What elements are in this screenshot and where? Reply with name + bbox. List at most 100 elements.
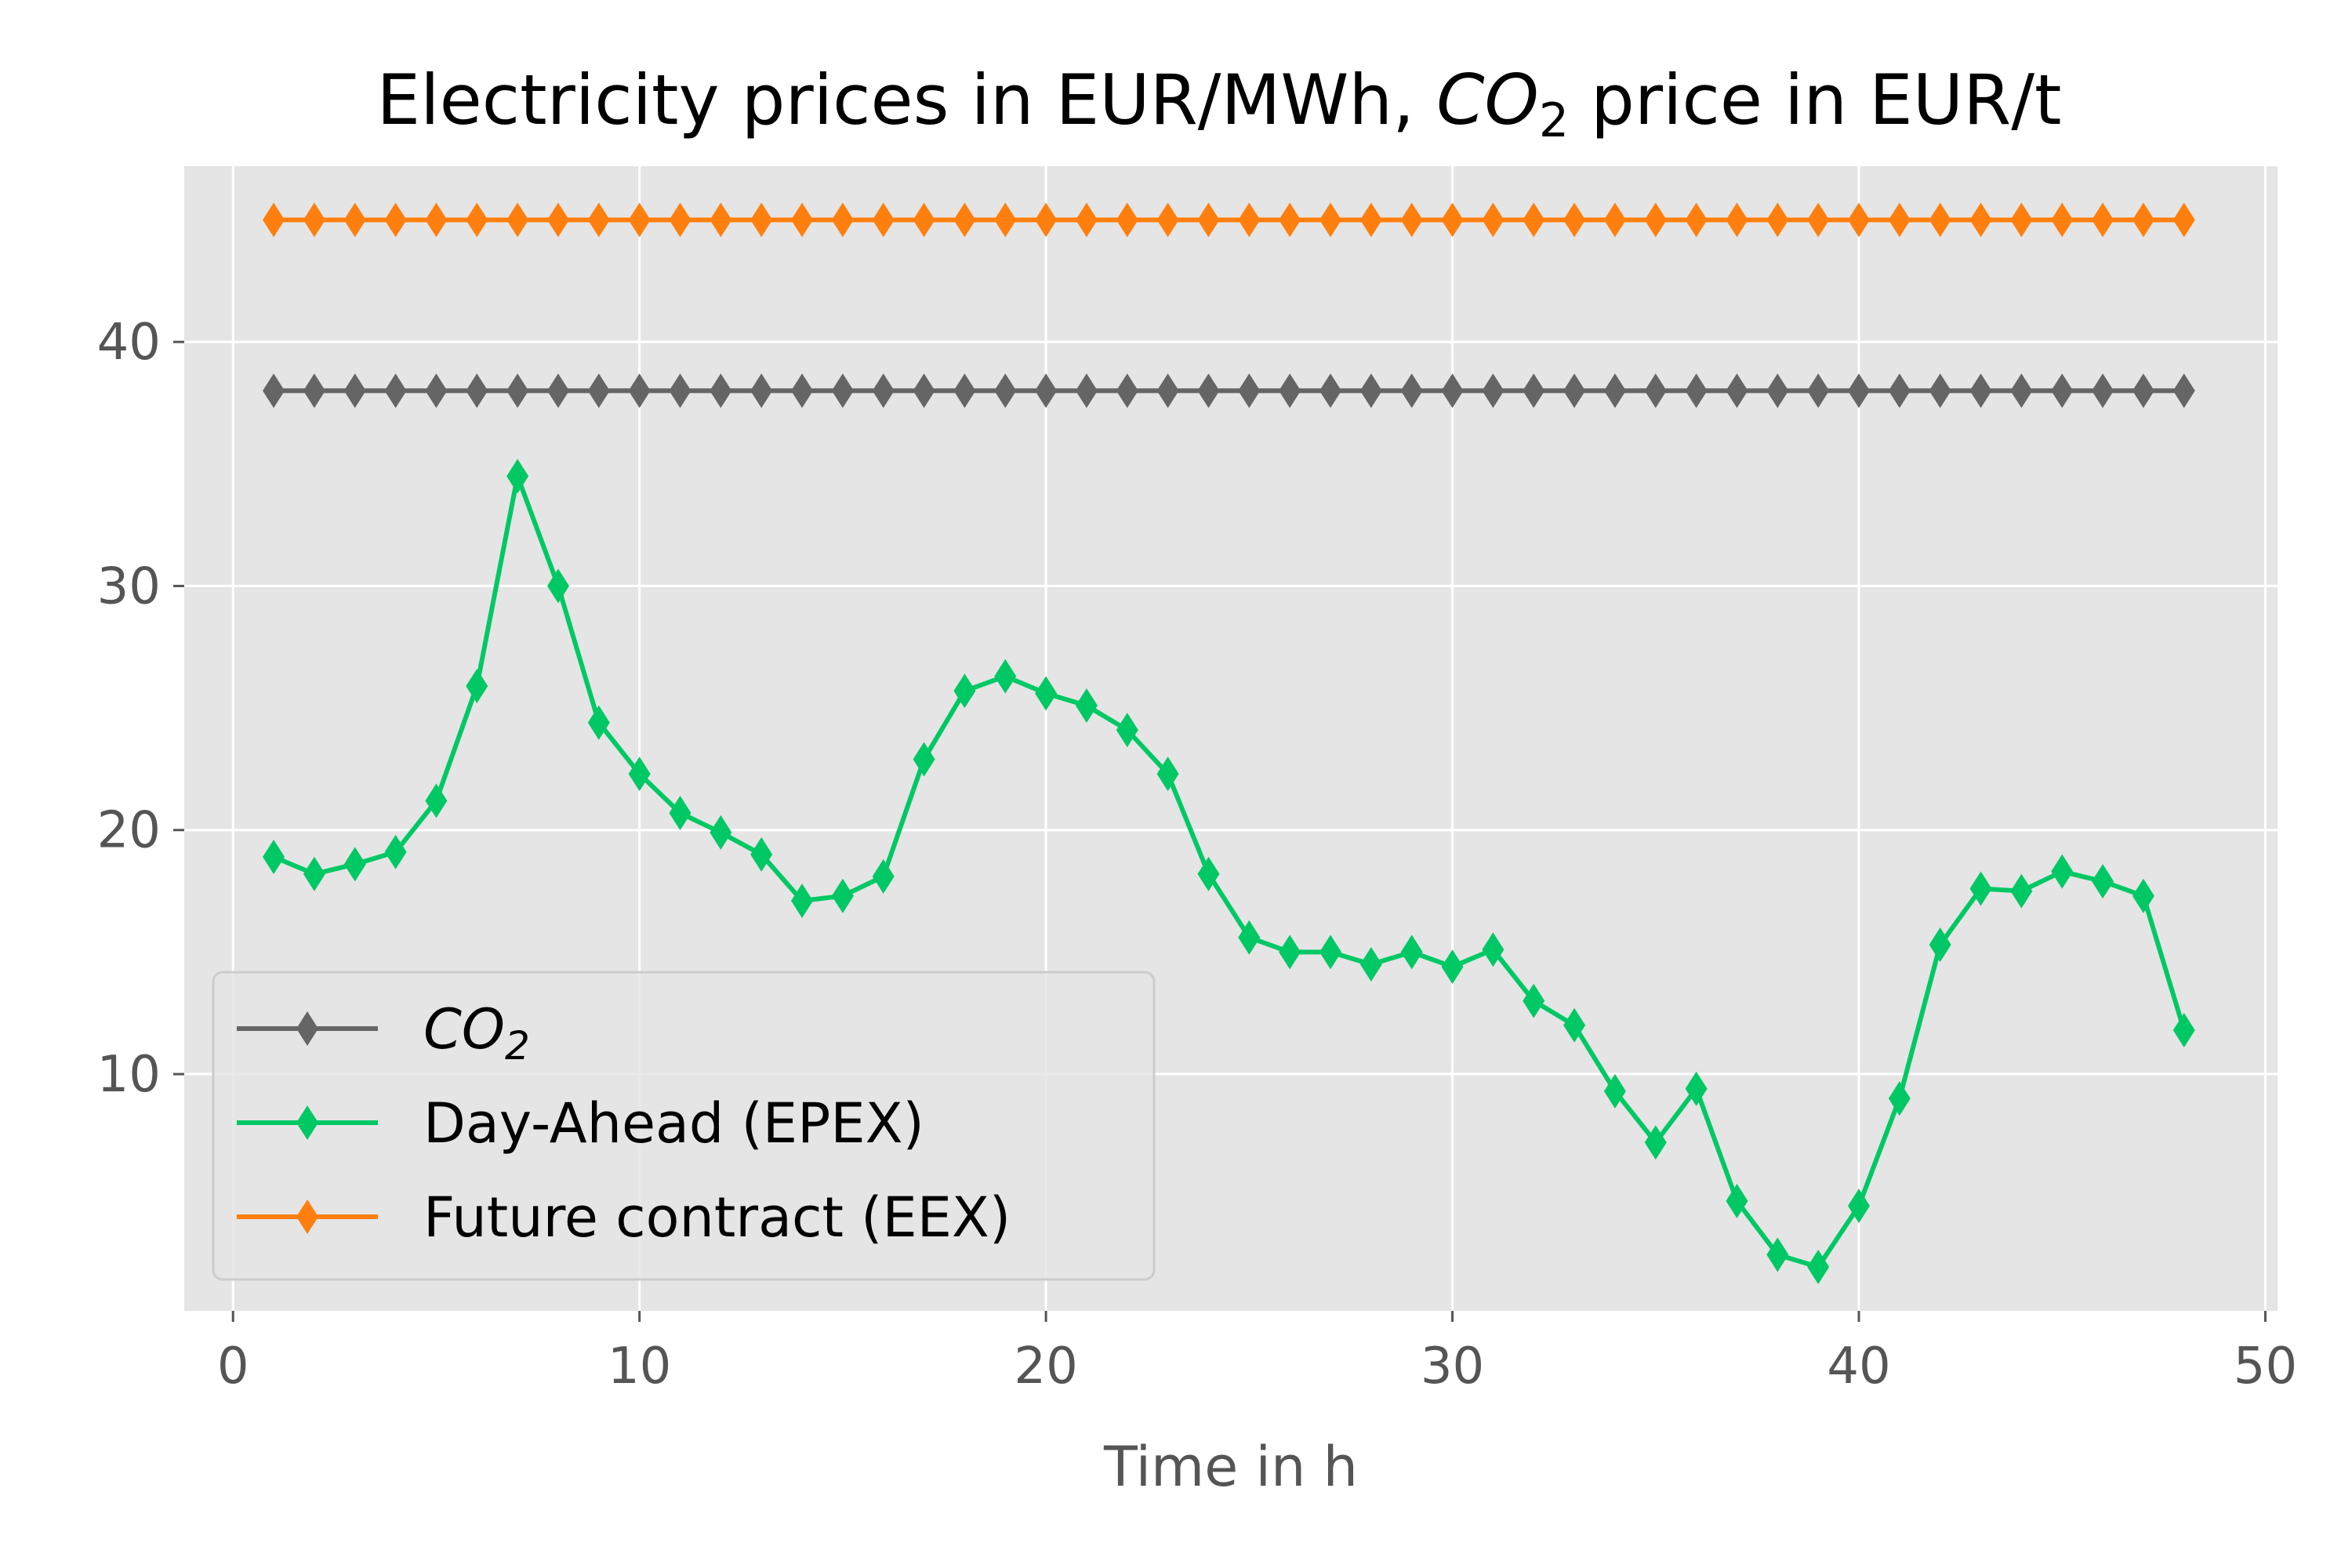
data-point-co2	[506, 373, 529, 408]
data-point-future	[1929, 202, 1951, 238]
data-point-day_ahead	[913, 742, 935, 777]
data-point-day_ahead	[1888, 1081, 1911, 1116]
data-point-future	[1238, 202, 1261, 238]
legend-label: Future contract (EEX)	[423, 1185, 1011, 1250]
x-tick-label: 30	[1421, 1338, 1484, 1396]
data-point-co2	[1279, 373, 1301, 408]
series-day_ahead	[263, 459, 2195, 1284]
data-point-co2	[1807, 373, 1830, 408]
data-point-co2	[2051, 373, 2074, 408]
y-tick-label: 20	[97, 802, 161, 860]
data-point-future	[1644, 202, 1667, 238]
data-point-co2	[1929, 373, 1951, 408]
data-point-co2	[1563, 373, 1586, 408]
title-co2-subscript: 2	[1539, 93, 1569, 148]
data-point-day_ahead	[466, 669, 488, 704]
data-point-day_ahead	[1116, 713, 1138, 748]
data-point-co2	[1685, 373, 1708, 408]
data-point-co2	[1035, 373, 1058, 408]
data-point-day_ahead	[1035, 676, 1058, 711]
data-point-future	[303, 202, 325, 238]
data-point-co2	[1523, 373, 1545, 408]
data-point-future	[791, 202, 814, 238]
data-point-future	[506, 202, 529, 238]
data-point-future	[1359, 202, 1382, 238]
data-point-future	[1279, 202, 1301, 238]
data-point-day_ahead	[2172, 1013, 2195, 1048]
data-point-co2	[2172, 373, 2195, 408]
x-tick-label: 0	[217, 1338, 249, 1396]
data-point-day_ahead	[546, 568, 569, 604]
data-point-future	[1766, 202, 1789, 238]
data-point-day_ahead	[1603, 1073, 1626, 1109]
legend-item-future: Future contract (EEX)	[237, 1185, 1011, 1250]
data-point-day_ahead	[1441, 949, 1464, 985]
data-point-co2	[994, 373, 1017, 408]
data-point-day_ahead	[953, 673, 976, 709]
data-point-co2	[1359, 373, 1382, 408]
legend-swatch-marker	[296, 1200, 318, 1234]
data-point-day_ahead	[303, 856, 325, 891]
data-point-co2	[587, 373, 610, 408]
data-point-future	[1848, 202, 1870, 238]
x-tick-label: 20	[1014, 1338, 1077, 1396]
data-point-future	[2051, 202, 2074, 238]
data-point-co2	[1603, 373, 1626, 408]
data-point-co2	[913, 373, 935, 408]
legend-swatch-marker	[296, 1011, 318, 1046]
data-point-future	[1319, 202, 1342, 238]
data-point-day_ahead	[1848, 1189, 1870, 1224]
data-point-day_ahead	[1726, 1183, 1748, 1218]
data-point-future	[343, 202, 366, 238]
data-point-future	[1685, 202, 1708, 238]
data-point-co2	[1319, 373, 1342, 408]
data-point-co2	[384, 373, 407, 408]
data-point-co2	[466, 373, 488, 408]
data-point-co2	[831, 373, 854, 408]
data-point-future	[2132, 202, 2154, 238]
x-tick-label: 10	[608, 1338, 671, 1396]
y-tick-label: 10	[97, 1046, 161, 1104]
data-point-day_ahead	[1644, 1125, 1667, 1160]
data-point-future	[669, 202, 691, 238]
data-point-day_ahead	[1523, 983, 1545, 1018]
data-point-future	[1523, 202, 1545, 238]
series-co2	[263, 373, 2195, 408]
data-point-future	[425, 202, 448, 238]
data-point-co2	[669, 373, 691, 408]
data-point-co2	[953, 373, 976, 408]
data-point-future	[750, 202, 773, 238]
data-point-co2	[343, 373, 366, 408]
data-point-co2	[1400, 373, 1423, 408]
series-layer	[263, 202, 2195, 1284]
data-point-day_ahead	[1685, 1071, 1708, 1106]
data-point-co2	[2010, 373, 2033, 408]
data-point-future	[263, 202, 285, 238]
data-point-day_ahead	[1807, 1249, 1830, 1284]
data-point-day_ahead	[506, 459, 529, 494]
legend-box	[212, 971, 1156, 1281]
data-point-co2	[1441, 373, 1464, 408]
data-point-day_ahead	[872, 858, 895, 894]
data-point-future	[953, 202, 976, 238]
axis-ticks: 0 10 20 30 40 50 10 20 30 40	[97, 314, 2298, 1396]
data-point-co2	[1969, 373, 1992, 408]
data-point-future	[466, 202, 488, 238]
data-point-day_ahead	[384, 834, 407, 869]
data-point-co2	[2132, 373, 2154, 408]
data-point-co2	[263, 373, 285, 408]
data-point-future	[1400, 202, 1423, 238]
data-point-future	[1116, 202, 1138, 238]
data-point-day_ahead	[1359, 946, 1382, 982]
data-point-day_ahead	[1156, 757, 1179, 792]
data-point-day_ahead	[2132, 878, 2154, 913]
data-point-day_ahead	[750, 837, 773, 872]
data-point-future	[1482, 202, 1504, 238]
data-point-co2	[425, 373, 448, 408]
x-axis-label: Time in h	[1103, 1435, 1358, 1499]
data-point-co2	[1888, 373, 1911, 408]
data-point-future	[1888, 202, 1911, 238]
x-tick-label: 40	[1827, 1338, 1890, 1396]
data-point-co2	[1726, 373, 1748, 408]
